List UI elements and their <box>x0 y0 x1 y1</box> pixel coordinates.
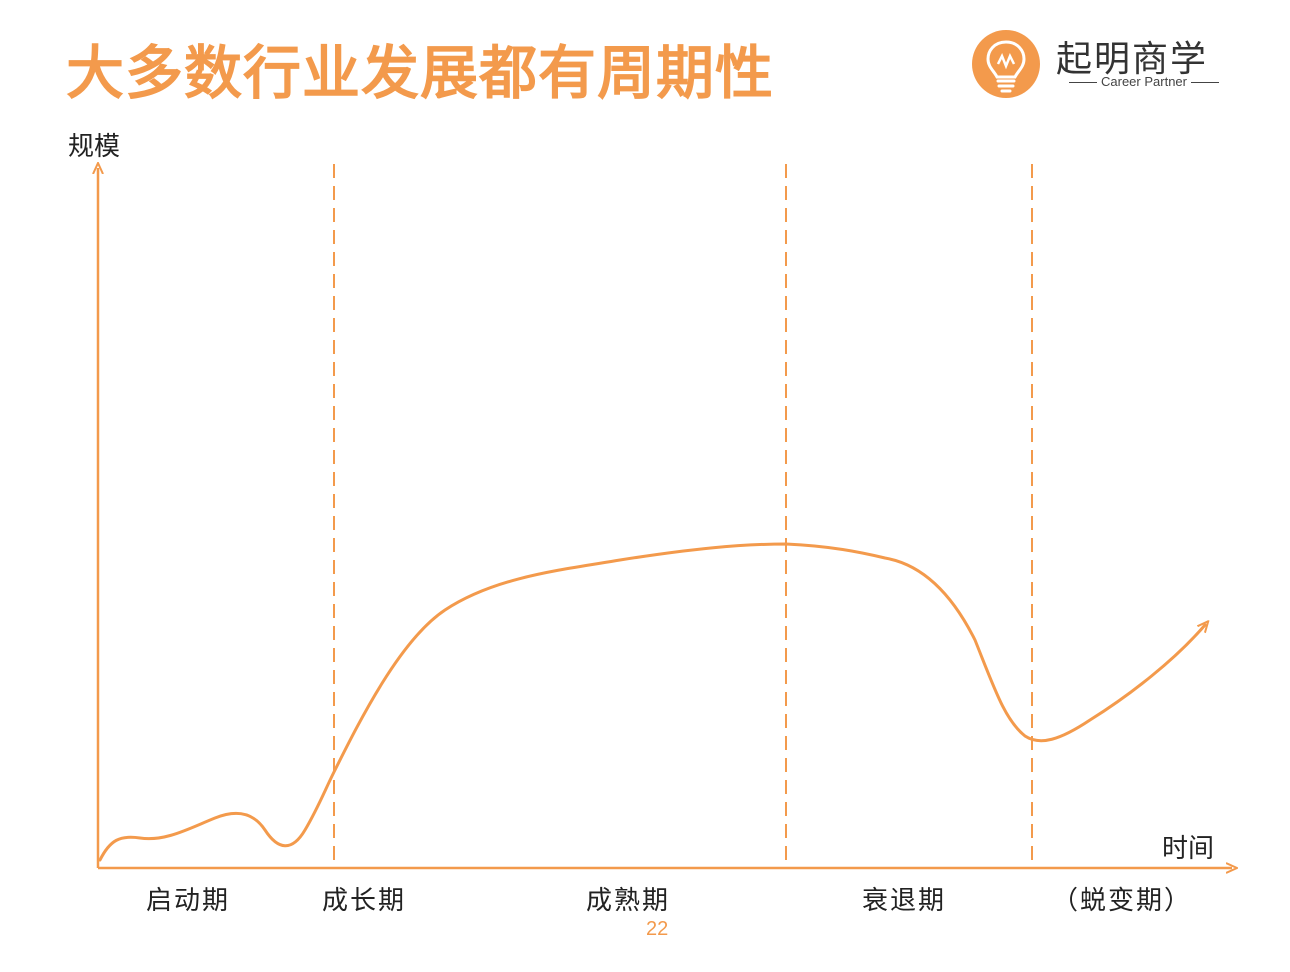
phase-transformation: （蜕变期） <box>1052 886 1193 916</box>
lifecycle-curve <box>98 542 1205 862</box>
phase-maturity: 成熟期 <box>586 886 671 916</box>
phase-growth: 成长期 <box>322 886 407 916</box>
brand-logo: 起明商学 Career Partner <box>970 28 1240 100</box>
phase-decline: 衰退期 <box>862 886 947 916</box>
logo-tagline: Career Partner <box>1054 74 1234 89</box>
lightbulb-icon <box>972 30 1040 98</box>
phase-startup: 启动期 <box>146 886 231 916</box>
slide-title: 大多数行业发展都有周期性 <box>66 39 775 107</box>
y-axis-label: 规模 <box>68 132 121 162</box>
x-axis-label: 时间 <box>1162 834 1215 864</box>
page-number: 22 <box>646 918 669 940</box>
